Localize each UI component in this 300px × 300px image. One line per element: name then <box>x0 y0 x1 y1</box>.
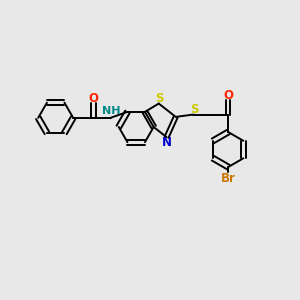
Text: S: S <box>190 103 198 116</box>
Text: S: S <box>155 92 164 105</box>
Text: Br: Br <box>221 172 236 184</box>
Text: O: O <box>224 89 234 102</box>
Text: NH: NH <box>102 106 120 116</box>
Text: N: N <box>162 136 172 149</box>
Text: O: O <box>88 92 98 105</box>
